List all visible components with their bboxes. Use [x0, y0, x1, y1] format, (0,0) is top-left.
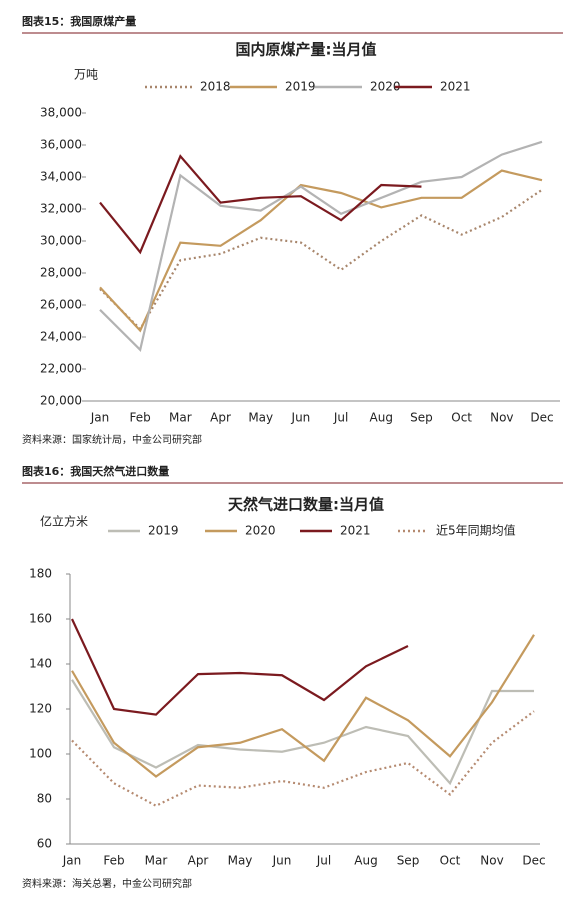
- x-tick-label: Jul: [316, 854, 331, 868]
- series-line: [71, 710, 535, 807]
- x-tick-label: Jun: [272, 854, 292, 868]
- x-tick-label: Mar: [169, 411, 192, 425]
- unit-label: 亿立方米: [40, 514, 88, 529]
- x-tick-label: Feb: [103, 854, 124, 868]
- chart-title: 天然气进口数量:当月值: [228, 496, 384, 514]
- x-tick-label: Oct: [440, 854, 461, 868]
- series-line: [99, 169, 543, 333]
- y-tick-label: 160: [29, 612, 52, 626]
- series-line: [71, 618, 409, 716]
- y-tick-label: 180: [29, 567, 52, 581]
- y-tick-label: 24,000: [40, 330, 82, 344]
- legend-label: 2021: [440, 80, 471, 94]
- x-tick-label: Aug: [354, 854, 377, 868]
- y-tick-label: 36,000: [40, 138, 82, 152]
- x-tick-label: Mar: [145, 854, 168, 868]
- x-tick-label: Jun: [291, 411, 311, 425]
- unit-label: 万吨: [74, 68, 98, 82]
- legend-label: 2020: [370, 80, 401, 94]
- x-tick-label: Dec: [522, 854, 545, 868]
- x-tick-label: Aug: [370, 411, 393, 425]
- y-tick-label: 28,000: [40, 266, 82, 280]
- x-tick-label: Oct: [451, 411, 472, 425]
- x-tick-label: Jan: [90, 411, 110, 425]
- x-tick-label: Nov: [480, 854, 503, 868]
- x-tick-label: Dec: [530, 411, 553, 425]
- legend-label: 2018: [200, 80, 231, 94]
- y-tick-label: 20,000: [40, 394, 82, 408]
- x-tick-label: May: [248, 411, 273, 425]
- figure-caption: 图表15：我国原煤产量: [22, 14, 136, 28]
- legend-label: 近5年同期均值: [436, 523, 516, 538]
- y-tick-label: 60: [37, 837, 52, 851]
- x-tick-label: Apr: [210, 411, 231, 425]
- y-tick-label: 38,000: [40, 106, 82, 120]
- series-line: [71, 634, 535, 778]
- legend-label: 2020: [245, 524, 276, 538]
- y-tick-label: 26,000: [40, 298, 82, 312]
- x-tick-label: May: [228, 854, 253, 868]
- y-tick-label: 120: [29, 702, 52, 716]
- x-tick-label: Sep: [397, 854, 420, 868]
- x-tick-label: Feb: [130, 411, 151, 425]
- series-line: [71, 679, 534, 786]
- x-tick-label: Nov: [490, 411, 513, 425]
- y-tick-label: 34,000: [40, 170, 82, 184]
- figure-caption: 图表16：我国天然气进口数量: [22, 464, 169, 478]
- legend-label: 2019: [148, 524, 179, 538]
- x-tick-label: Jul: [333, 411, 348, 425]
- source-note: 资料来源：海关总署，中金公司研究部: [22, 877, 192, 890]
- y-tick-label: 140: [29, 657, 52, 671]
- y-tick-label: 100: [29, 747, 52, 761]
- y-tick-label: 22,000: [40, 362, 82, 376]
- series-line: [99, 188, 543, 331]
- legend-label: 2021: [340, 524, 371, 538]
- y-tick-label: 30,000: [40, 234, 82, 248]
- source-note: 资料来源：国家统计局，中金公司研究部: [22, 433, 202, 446]
- x-tick-label: Jan: [62, 854, 82, 868]
- legend-label: 2019: [285, 80, 316, 94]
- y-tick-label: 80: [37, 792, 52, 806]
- x-tick-label: Sep: [410, 411, 433, 425]
- y-tick-label: 32,000: [40, 202, 82, 216]
- chart-title: 国内原煤产量:当月值: [236, 41, 377, 59]
- series-line: [99, 140, 543, 352]
- series-line: [99, 154, 422, 255]
- x-tick-label: Apr: [188, 854, 209, 868]
